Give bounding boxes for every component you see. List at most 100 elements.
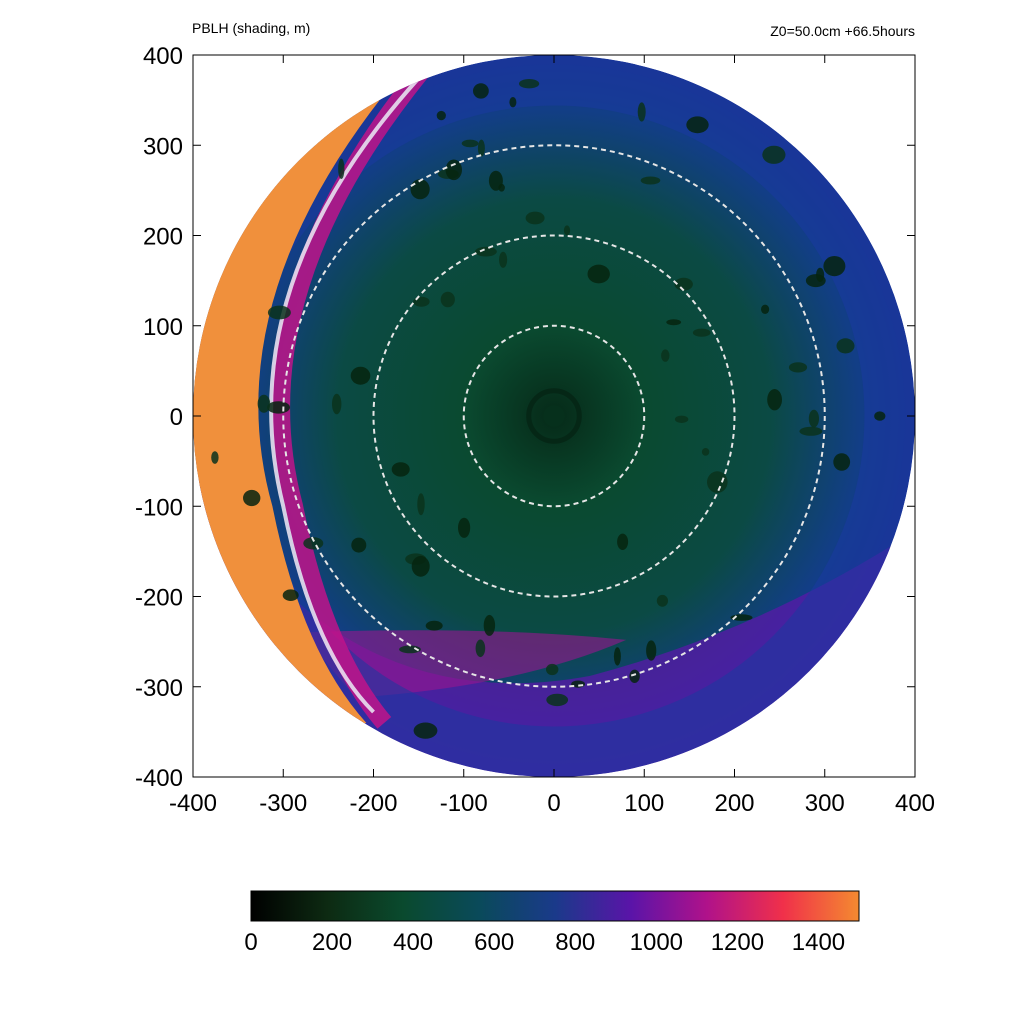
field-dark-patch (458, 517, 471, 538)
field-dark-patch (267, 401, 290, 414)
field-dark-patch (563, 225, 571, 236)
field-dark-patch (413, 296, 430, 307)
field-dark-patch (646, 640, 657, 661)
field-dark-patch (483, 614, 496, 636)
field-dark-patch (519, 79, 540, 89)
x-tick-label: 200 (714, 790, 754, 817)
field-dark-patch (257, 394, 271, 413)
field-dark-patch (617, 533, 629, 550)
field-dark-patch (674, 277, 693, 291)
field-dark-patch (425, 620, 443, 631)
field-dark-patch (874, 411, 886, 421)
field-dark-patch (267, 305, 291, 320)
field-dark-patch (391, 462, 410, 477)
field-dark-patch (473, 83, 489, 99)
x-tick-label: -200 (349, 790, 397, 817)
field-dark-patch (666, 319, 682, 326)
y-tick-label: 400 (143, 43, 183, 70)
field-dark-patch (701, 448, 710, 456)
chart-title-left: PBLH (shading, m) (192, 20, 310, 36)
field-dark-patch (799, 426, 823, 436)
field-dark-patch (499, 251, 508, 268)
dashed-radius-circles (282, 144, 826, 688)
field-front-line (269, 78, 419, 714)
y-tick-label: -100 (135, 494, 183, 521)
field-dark-patch (440, 291, 455, 308)
field-dark-patch (686, 116, 709, 134)
field-dark-patch (656, 594, 669, 607)
axis-ticks (192, 54, 916, 778)
dashed-circle-300 (282, 144, 826, 688)
field-dark-patch (411, 555, 430, 577)
x-tick-label: 0 (547, 790, 560, 817)
y-tick-label: 200 (143, 224, 183, 251)
colorbar-tick-label: 1000 (630, 929, 683, 956)
y-tick-label: 100 (143, 314, 183, 341)
x-tick-label: 400 (895, 790, 935, 817)
field-dark-patch (767, 389, 782, 411)
field-dark-patch (629, 669, 640, 683)
y-tick-label: 300 (143, 133, 183, 160)
field-dark-patch (475, 639, 486, 658)
field-dark-patch (338, 158, 345, 179)
field-dark-patch (674, 415, 689, 423)
field-dark-patch (661, 349, 670, 362)
field-dark-patch (823, 256, 846, 277)
field-dark-patch (525, 211, 545, 225)
field-dark-patch (461, 139, 479, 148)
colorbar-tick-label: 0 (244, 929, 257, 956)
field-western-crescent (193, 55, 417, 777)
colorbar-tick-labels: 0 200 400 600 800 1000 1200 1400 (244, 929, 845, 956)
dashed-circle-200 (372, 234, 736, 598)
x-tick-label: 100 (624, 790, 664, 817)
field-dark-patch (488, 170, 503, 191)
field-eyewall (526, 388, 582, 444)
field-dark-patch (477, 139, 485, 157)
field-dark-patch (509, 97, 517, 108)
x-tick-label: 300 (805, 790, 845, 817)
field-dark-patch (613, 647, 621, 666)
pblh-field (193, 55, 915, 777)
x-tick-label: -400 (169, 790, 217, 817)
colorbar-tick-label: 600 (474, 929, 514, 956)
field-dark-patch (351, 537, 367, 553)
field-dark-patch (833, 453, 851, 471)
field-dark-patch (692, 328, 711, 337)
dashed-circle-100 (462, 324, 646, 508)
field-dark-patch (761, 304, 770, 314)
x-tick-labels: -400 -300 -200 -100 0 100 200 300 400 (169, 790, 935, 817)
colorbar-tick-label: 1400 (792, 929, 845, 956)
field-dark-patch (410, 179, 430, 200)
field-dark-patch (475, 246, 497, 257)
y-tick-label: 0 (170, 404, 183, 431)
colorbar-tick-label: 400 (393, 929, 433, 956)
field-dark-patch (808, 409, 820, 428)
field-dark-patch (413, 722, 438, 739)
field-dark-patch (350, 366, 371, 385)
colorbar (250, 890, 860, 922)
field-dark-patch (303, 537, 324, 550)
field-dark-patch (546, 663, 559, 676)
field-dark-patch (436, 110, 446, 121)
chart-title-right: Z0=50.0cm +66.5hours (770, 23, 915, 39)
field-dark-patch (836, 338, 855, 354)
y-tick-label: -200 (135, 585, 183, 612)
x-tick-label: -100 (440, 790, 488, 817)
field-dark-patch (805, 274, 826, 288)
field-dark-patch (637, 102, 646, 122)
field-dark-patch (707, 471, 728, 493)
field-dark-patch (332, 393, 342, 415)
field-dark-patch (762, 145, 786, 164)
y-tick-labels: 400 300 200 100 0 -100 -200 -300 -400 (135, 43, 183, 792)
field-dark-patch (587, 264, 610, 284)
field-dark-patch (546, 693, 569, 707)
field-dark-patch (282, 589, 299, 601)
field-dark-patch (640, 176, 661, 185)
x-tick-label: -300 (259, 790, 307, 817)
field-dark-patch (243, 489, 261, 507)
field-dark-patch (417, 493, 425, 516)
y-tick-label: -400 (135, 765, 183, 792)
field-dark-patch (211, 451, 219, 464)
colorbar-tick-label: 1200 (711, 929, 764, 956)
